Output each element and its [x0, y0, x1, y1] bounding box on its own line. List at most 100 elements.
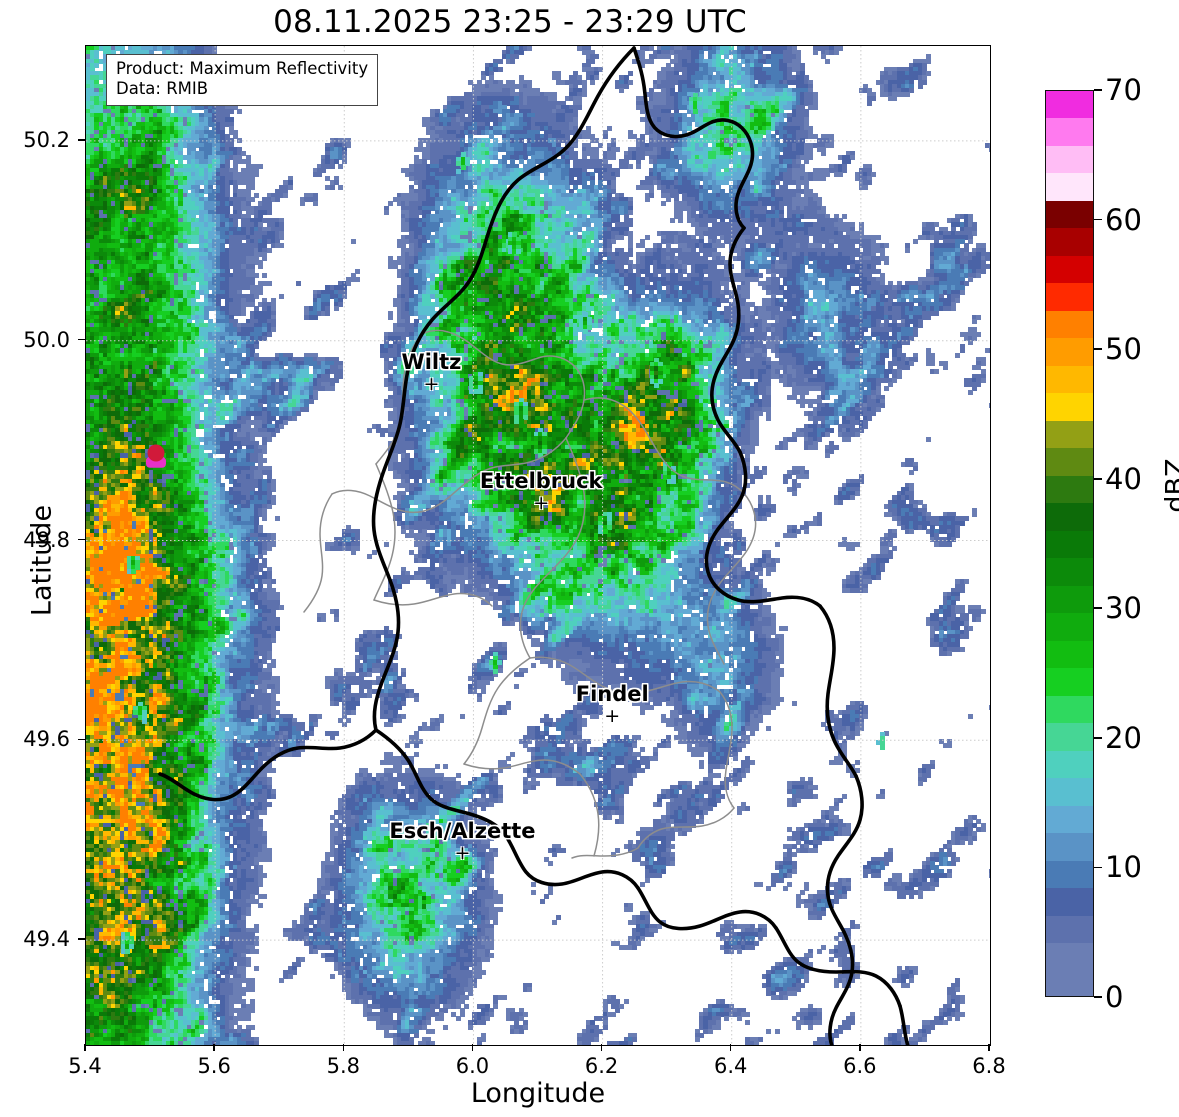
colorbar-band [1046, 530, 1093, 559]
colorbar-band [1046, 173, 1093, 201]
grid-lines [86, 46, 990, 1045]
colorbar-band [1046, 420, 1093, 449]
city-label-esch-alzette: Esch/Alzette + [389, 819, 536, 865]
colorbar-tick [1094, 218, 1102, 221]
colorbar-band [1046, 365, 1093, 394]
colorbar-tick [1094, 477, 1102, 480]
colorbar-band [1046, 91, 1093, 119]
colorbar[interactable]: 0 10 20 30 40 50 60 70 [1045, 73, 1142, 1014]
colorbar-band [1046, 668, 1093, 696]
colorbar-tick-label: 30 [1105, 591, 1142, 626]
colorbar-tick [1094, 737, 1102, 739]
colorbar-band [1046, 145, 1093, 174]
city-marker-icon: + [423, 372, 440, 395]
colorbar-tick-label: 50 [1105, 332, 1142, 367]
x-tick [213, 1044, 215, 1051]
radar-site-halo [145, 456, 166, 468]
radar-reflectivity-layer [86, 46, 990, 1045]
colorbar-gradient [1045, 90, 1094, 997]
colorbar-band [1046, 860, 1093, 889]
city-name: Ettelbruck [479, 468, 603, 493]
y-tick-label: 50.0 [23, 327, 70, 352]
x-tick [730, 1044, 732, 1051]
x-tick-label: 5.4 [68, 1054, 102, 1078]
colorbar-band [1046, 833, 1093, 861]
y-tick-label: 49.4 [23, 927, 70, 952]
x-tick-label: 6.0 [455, 1054, 490, 1078]
geo-boundaries [158, 46, 910, 1045]
colorbar-band [1046, 448, 1093, 476]
y-tick-label: 50.2 [23, 127, 70, 152]
colorbar-band [1046, 640, 1093, 669]
city-label-ettelbruck: Ettelbruck + [479, 468, 603, 514]
city-name: Findel [575, 682, 649, 707]
colorbar-tick-label: 10 [1105, 850, 1142, 885]
x-tick [988, 1044, 990, 1051]
colorbar-tick [1094, 607, 1102, 610]
colorbar-band [1046, 778, 1093, 806]
y-tick [78, 938, 85, 940]
colorbar-band [1046, 750, 1093, 779]
colorbar-tick-label: 60 [1105, 202, 1142, 237]
colorbar-band [1046, 475, 1093, 504]
colorbar-tick-label: 70 [1105, 73, 1142, 107]
x-tick-label: 5.8 [326, 1054, 360, 1078]
city-marker-icon: + [533, 491, 550, 514]
x-axis-title: Longitude [470, 1078, 606, 1109]
colorbar-band [1046, 970, 1093, 996]
city-name: Esch/Alzette [389, 819, 536, 844]
colorbar-band [1046, 613, 1093, 641]
y-tick [78, 339, 85, 341]
colorbar-band [1046, 558, 1093, 586]
product-info-box: Product: Maximum Reflectivity Data: RMIB [106, 54, 379, 107]
city-label-findel: Findel + [575, 682, 649, 728]
colorbar-band [1046, 585, 1093, 614]
y-tick [78, 538, 85, 541]
x-tick [600, 1044, 603, 1051]
plot-inner [86, 46, 990, 1045]
x-tick-label: 6.6 [843, 1054, 877, 1078]
colorbar-title: dBZ [1160, 458, 1179, 513]
colorbar-band [1046, 695, 1093, 724]
colorbar-tick-label: 40 [1105, 461, 1142, 496]
y-axis-title: Latitude [26, 504, 58, 617]
colorbar-tick [1094, 89, 1102, 91]
colorbar-band [1046, 723, 1093, 751]
colorbar-band [1046, 228, 1093, 256]
radar-plot-area[interactable]: Product: Maximum Reflectivity Data: RMIB… [85, 45, 991, 1046]
city-label-wiltz: Wiltz + [401, 349, 462, 395]
colorbar-band [1046, 255, 1093, 284]
colorbar-band [1046, 888, 1093, 916]
colorbar-band [1046, 118, 1093, 146]
y-tick-label: 49.8 [23, 527, 70, 552]
product-line: Product: Maximum Reflectivity [116, 59, 369, 78]
city-marker-icon: + [454, 842, 471, 865]
colorbar-band [1046, 503, 1093, 531]
x-tick [84, 1044, 86, 1051]
colorbar-band [1046, 393, 1093, 421]
colorbar-tick-label: 0 [1105, 980, 1124, 1014]
colorbar-tick [1094, 348, 1102, 350]
x-tick-label: 6.8 [972, 1054, 1006, 1078]
y-tick [78, 139, 85, 141]
data-source-line: Data: RMIB [116, 79, 209, 99]
colorbar-tick-label: 20 [1105, 720, 1142, 755]
colorbar-band [1046, 200, 1093, 229]
x-tick-label: 6.2 [584, 1054, 619, 1078]
city-name: Wiltz [401, 349, 462, 374]
colorbar-tick [1094, 996, 1102, 998]
radar-site-marker[interactable] [147, 444, 165, 462]
x-tick-label: 6.4 [714, 1054, 748, 1078]
admin-boundaries-internal [303, 329, 757, 859]
x-tick-label: 5.6 [197, 1054, 231, 1078]
colorbar-band [1046, 805, 1093, 834]
colorbar-band [1046, 338, 1093, 366]
city-marker-icon: + [604, 705, 621, 728]
x-tick [342, 1044, 344, 1051]
colorbar-tick [1094, 866, 1102, 869]
y-tick-label: 49.6 [23, 727, 70, 752]
colorbar-band [1046, 310, 1093, 339]
colorbar-band [1046, 915, 1093, 944]
x-tick [859, 1044, 861, 1051]
